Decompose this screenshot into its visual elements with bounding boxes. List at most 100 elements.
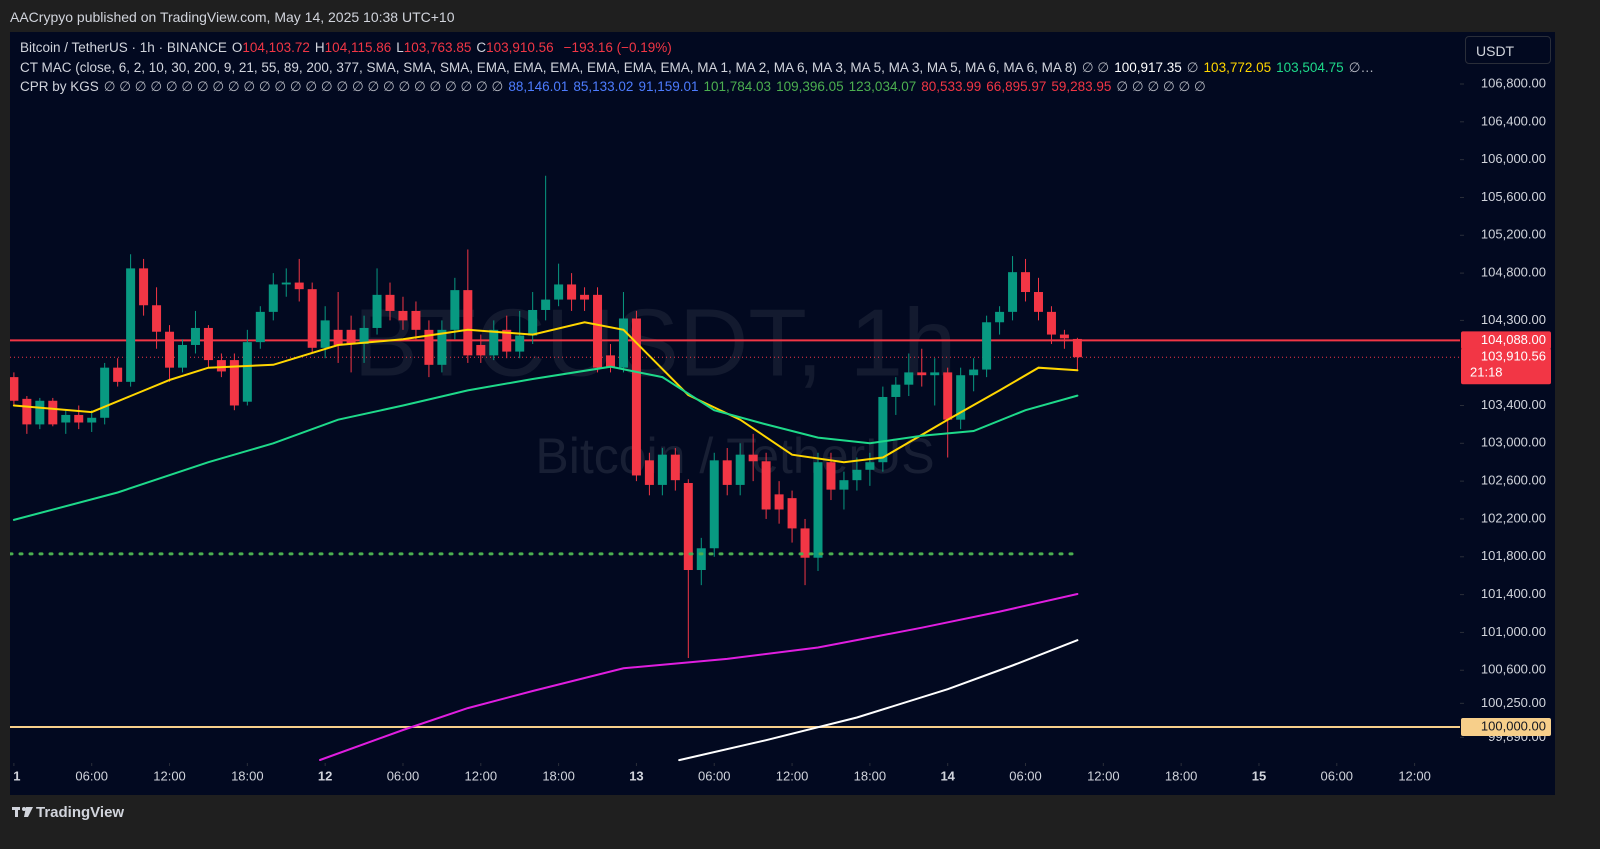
indicator-value: 103,772.05 — [1203, 60, 1272, 75]
candle-body — [281, 282, 291, 285]
currency-button[interactable]: USDT — [1465, 36, 1551, 64]
candle-body — [87, 417, 97, 423]
candle-body — [113, 367, 123, 382]
y-tick-label: 101,000.00 — [1481, 624, 1546, 639]
logo — [12, 807, 33, 817]
x-tick-label: 12:00 — [1398, 768, 1431, 783]
indicator-value: 101,784.03 — [703, 79, 772, 94]
candle-body — [580, 294, 590, 300]
price-tag-label: 103,910.56 — [1481, 349, 1546, 364]
candle-body — [644, 460, 654, 485]
ohlc-letter: H — [314, 40, 325, 55]
candle-body — [891, 384, 901, 397]
candle-body — [943, 372, 953, 420]
price-tag-label: 104,088.00 — [1481, 332, 1546, 347]
watermark-subtitle: Bitcoin / TetherUS — [535, 428, 934, 484]
candle-body — [761, 461, 771, 510]
y-tick-label: 104,300.00 — [1481, 312, 1546, 327]
x-tick-label: 12:00 — [153, 768, 186, 783]
candle-body — [995, 311, 1005, 323]
indicator-value: 88,146.01 — [508, 79, 569, 94]
candle-body — [956, 375, 966, 420]
candle-body — [35, 400, 45, 425]
candle-body — [865, 462, 875, 470]
candle-body — [333, 329, 343, 345]
y-tick-label: 101,800.00 — [1481, 548, 1546, 563]
candle-body — [748, 454, 758, 462]
candle-body — [982, 322, 992, 370]
candle-body — [489, 329, 499, 356]
indicator-value: 123,034.07 — [848, 79, 917, 94]
price-tag — [1461, 348, 1551, 385]
indicator-value: ∅ ∅ — [1081, 60, 1110, 75]
x-tick-label: 06:00 — [1321, 768, 1354, 783]
candle-body — [696, 548, 706, 571]
y-tick-label: 105,600.00 — [1481, 189, 1546, 204]
indicator-value: 59,283.95 — [1051, 79, 1112, 94]
indicator-value: ∅ — [1186, 60, 1199, 75]
candle-body — [294, 282, 304, 290]
x-tick-label: 14 — [940, 768, 955, 783]
candle-body — [631, 318, 641, 476]
indicator-value: 66,895.97 — [986, 79, 1047, 94]
candle-body — [657, 454, 667, 485]
candle-body — [917, 372, 927, 376]
x-tick-label: 06:00 — [75, 768, 108, 783]
price-tag-label: 100,000.00 — [1481, 718, 1546, 733]
ohlc-letter: L — [396, 40, 404, 55]
change: −193.16 (−0.19%) — [563, 40, 672, 55]
candle-body — [372, 294, 382, 328]
ohlc-letter: C — [476, 40, 487, 55]
ohlc-letter: O — [231, 40, 243, 55]
candle-body — [100, 367, 110, 418]
candle-body — [683, 483, 693, 571]
x-tick-label: 12:00 — [776, 768, 809, 783]
indicator-value: ∅… — [1348, 60, 1374, 75]
candle-body — [1008, 272, 1018, 312]
y-tick-label: 106,000.00 — [1481, 151, 1546, 166]
candle-body — [541, 299, 551, 310]
candle-body — [1021, 272, 1031, 293]
candle-body — [242, 342, 252, 402]
candle-body — [839, 480, 849, 490]
indicator-legend: CPR by KGS ∅ ∅ ∅ ∅ ∅ ∅ ∅ ∅ ∅ ∅ ∅ ∅ ∅ ∅ ∅ … — [20, 79, 1211, 95]
indicator-name: CT MAC (close, 6, 2, 10, 30, 200, 9, 21,… — [20, 60, 1077, 75]
candle-body — [1033, 292, 1043, 312]
x-tick-label: 18:00 — [1165, 768, 1198, 783]
plot-area — [10, 175, 1460, 762]
indicator-line — [319, 593, 1079, 761]
candle-body — [969, 369, 979, 376]
candle-body — [930, 372, 940, 376]
candle-body — [502, 329, 512, 352]
y-tick-label: 101,400.00 — [1481, 586, 1546, 601]
x-tick-label: 06:00 — [698, 768, 731, 783]
candle-body — [74, 414, 84, 423]
candle-body — [1046, 311, 1056, 335]
y-tick-label: 100,600.00 — [1481, 662, 1546, 677]
candle-body — [61, 414, 71, 423]
indicator-value: 109,396.05 — [776, 79, 844, 94]
candle-body — [10, 377, 19, 401]
candle-body — [411, 310, 421, 330]
candle-body — [515, 335, 525, 352]
x-tick-label: 15 — [1252, 768, 1266, 783]
candle-body — [774, 494, 784, 510]
indicator-line — [678, 639, 1079, 762]
ohlc-value: 104,103.72 — [242, 40, 310, 55]
y-tick-label: 104,800.00 — [1481, 265, 1546, 280]
x-tick-label: 12:00 — [465, 768, 498, 783]
x-tick-label: 18:00 — [854, 768, 887, 783]
candle-body — [904, 372, 914, 385]
candle-body — [813, 462, 823, 558]
candle-body — [1072, 338, 1082, 358]
y-tick-label: 102,200.00 — [1481, 510, 1546, 525]
candle-body — [787, 498, 797, 529]
x-tick-label: 13 — [629, 768, 643, 783]
y-tick-label: 106,800.00 — [1481, 75, 1546, 90]
candle-body — [709, 460, 719, 549]
x-tick-label: 12:00 — [1087, 768, 1120, 783]
price-tag — [1461, 331, 1551, 350]
candle-body — [567, 284, 577, 300]
indicator-value: 103,504.75 — [1276, 60, 1344, 75]
